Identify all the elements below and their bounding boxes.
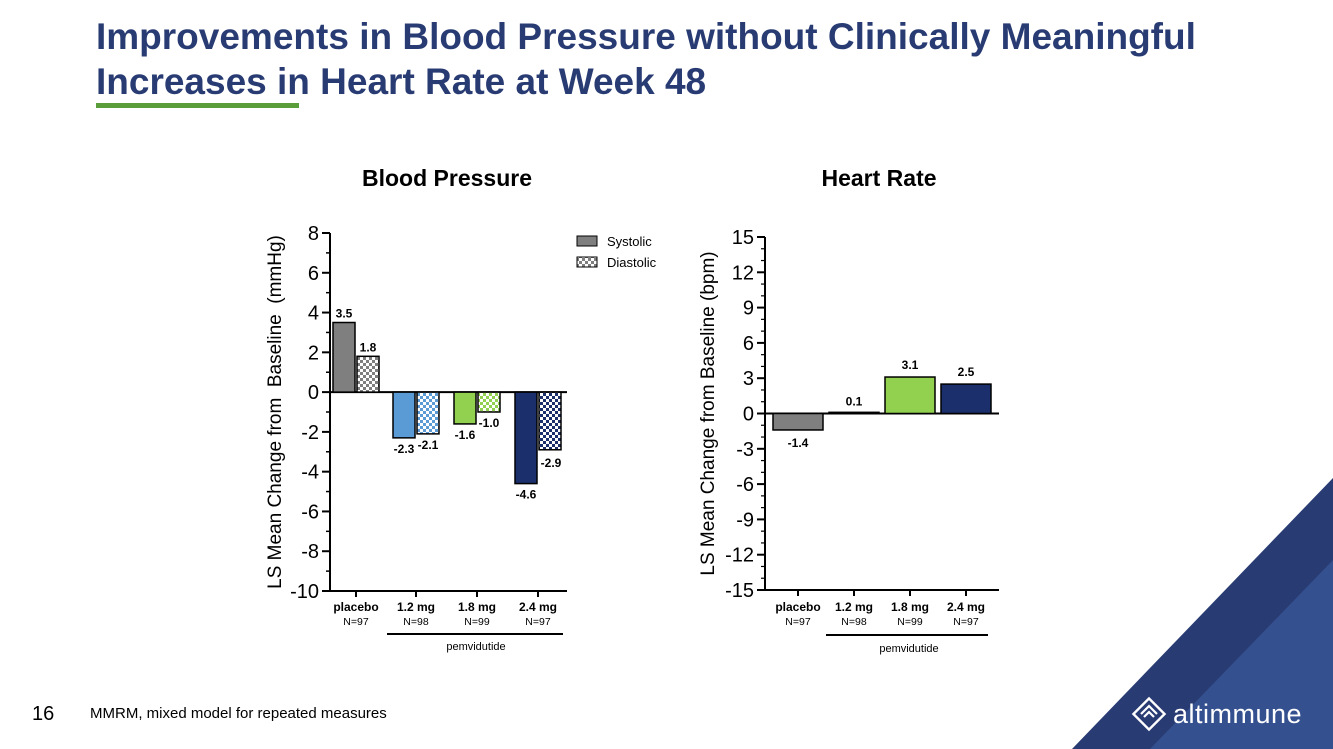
page-number: 16 (32, 703, 55, 725)
bp-category-label: 1.2 mg (397, 600, 435, 614)
hr-chart-title: Heart Rate (821, 165, 937, 191)
bp-chart-title: Blood Pressure (362, 165, 532, 191)
bp-y-tick-label: -10 (290, 581, 319, 603)
hr-category-n: N=97 (785, 616, 811, 628)
brand-name: altimmune (1173, 698, 1303, 729)
bp-category-label: 2.4 mg (519, 600, 557, 614)
hr-y-tick-label: -12 (725, 545, 754, 567)
altimmune-logo-icon (1131, 696, 1167, 732)
bp-legend-label: Diastolic (607, 255, 657, 270)
bp-diastolic-bar (416, 391, 440, 435)
hr-category-n: N=97 (953, 616, 979, 628)
hr-y-tick-label: -3 (736, 439, 754, 461)
bp-data-label: -1.6 (455, 428, 476, 442)
bp-y-tick-label: 2 (308, 342, 319, 364)
bp-y-tick-label: -8 (301, 541, 319, 563)
hr-data-label: 3.1 (902, 358, 919, 372)
hr-y-tick-label: 3 (743, 368, 754, 390)
hr-category-n: N=99 (897, 616, 923, 628)
bp-y-tick-label: 0 (308, 382, 319, 404)
hr-y-tick-label: -9 (736, 509, 754, 531)
hr-category-label: placebo (775, 600, 820, 614)
bp-y-axis-label: LS Mean Change from Baseline (mmHg) (265, 235, 286, 589)
bp-data-label: -2.3 (394, 442, 415, 456)
hr-bar (940, 383, 992, 415)
bp-category-label: placebo (333, 600, 378, 614)
bp-category-n: N=99 (464, 616, 490, 628)
hr-category-n: N=98 (841, 616, 867, 628)
hr-y-tick-label: -6 (736, 474, 754, 496)
bp-legend-swatch (576, 235, 598, 247)
hr-data-label: -1.4 (788, 436, 809, 450)
bp-y-tick-label: -2 (301, 422, 319, 444)
bp-y-tick-label: -6 (301, 501, 319, 523)
hr-category-label: 1.8 mg (891, 600, 929, 614)
hr-category-label: 1.2 mg (835, 600, 873, 614)
bp-systolic-bar (392, 391, 416, 439)
bp-systolic-bar (514, 391, 538, 485)
hr-bar (828, 411, 880, 415)
hr-bar (884, 376, 936, 415)
slide-title: Improvements in Blood Pressure without C… (96, 16, 1196, 102)
bp-legend-swatch (576, 256, 598, 268)
bp-y-tick-label: 4 (308, 303, 319, 325)
hr-y-tick-label: 6 (743, 333, 754, 355)
bp-diastolic-bar (477, 391, 501, 413)
title-underline (96, 103, 299, 108)
bp-category-n: N=97 (343, 616, 369, 628)
bp-data-label: -2.9 (541, 456, 562, 470)
hr-y-tick-label: -15 (725, 580, 754, 602)
brand-logo: altimmune (1131, 696, 1302, 732)
bp-data-label: -1.0 (479, 416, 500, 430)
hr-y-tick-label: 12 (732, 262, 754, 284)
footnote: MMRM, mixed model for repeated measures (90, 705, 387, 722)
hr-y-tick-label: 9 (743, 298, 754, 320)
bp-legend-label: Systolic (607, 234, 652, 249)
bp-y-tick-label: 6 (308, 263, 319, 285)
bp-category-n: N=97 (525, 616, 551, 628)
hr-group-label: pemvidutide (879, 643, 938, 655)
hr-data-label: 2.5 (958, 365, 975, 379)
hr-y-tick-label: 0 (743, 404, 754, 426)
bp-systolic-bar (453, 391, 477, 425)
bp-y-tick-label: 8 (308, 223, 319, 245)
bp-group-label: pemvidutide (446, 641, 505, 653)
hr-bar (772, 412, 824, 431)
bp-data-label: -2.1 (418, 438, 439, 452)
hr-data-label: 0.1 (846, 395, 863, 409)
bp-diastolic-bar (356, 355, 380, 393)
bp-systolic-bar (332, 321, 356, 393)
bp-data-label: 1.8 (360, 340, 377, 354)
bp-category-n: N=98 (403, 616, 429, 628)
corner-triangle-light (1150, 560, 1333, 749)
bp-category-label: 1.8 mg (458, 600, 496, 614)
bp-diastolic-bar (538, 391, 562, 451)
bp-y-tick-label: -4 (301, 462, 319, 484)
hr-y-axis-label: LS Mean Change from Baseline (bpm) (698, 251, 719, 575)
hr-y-tick-label: 15 (732, 227, 754, 249)
bp-data-label: -4.6 (516, 488, 537, 502)
hr-category-label: 2.4 mg (947, 600, 985, 614)
bp-data-label: 3.5 (336, 307, 353, 321)
